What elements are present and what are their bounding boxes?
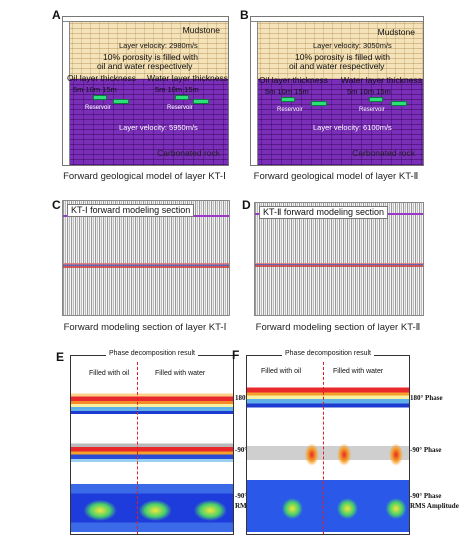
layer-velocity-bottom: Layer velocity: 6100m/s: [313, 123, 392, 132]
carbonate-layer: [63, 79, 228, 165]
oil-water-divider: [323, 362, 324, 534]
panel-letter-d: D: [242, 198, 251, 212]
water-label: Filled with water: [155, 370, 206, 377]
reservoir-label: Reservoir: [85, 105, 111, 111]
porosity-line-2: oil and water respectively: [289, 61, 385, 71]
panel-letter-b: B: [240, 8, 249, 22]
reservoir-label: Reservoir: [167, 105, 193, 111]
depth-ruler: [251, 17, 258, 165]
mudstone-layer: [251, 17, 423, 79]
carbonate-label: Carbonated rock: [157, 148, 220, 158]
caption-d: Forward modeling section of layer KT-Ⅱ: [255, 322, 421, 333]
seismic-section-kt2: KT-Ⅱ forward modeling section: [254, 202, 424, 316]
reservoir-lens: [391, 101, 407, 106]
panel-letter-c: C: [52, 198, 61, 212]
seismic-section-kt1: KT-Ⅰ forward modeling section: [62, 200, 230, 316]
water-thickness-label: Water layer thickness: [341, 75, 422, 85]
geological-model-kt2: Mudstone Layer velocity: 3050m/s 10% por…: [250, 16, 424, 166]
water-thickness-label: Water layer thickness: [147, 73, 228, 83]
distance-ruler: [63, 17, 228, 22]
rms-amplitude-strip: [247, 480, 409, 532]
reservoir-lens: [113, 99, 129, 104]
layer-velocity-top: Layer velocity: 3050m/s: [313, 41, 392, 50]
phase-decomposition-kt1: Phase decomposition result Filled with o…: [70, 350, 234, 535]
phase-180-strip: [247, 382, 409, 422]
rms-amplitude-strip: [71, 484, 233, 532]
reservoir-lens: [311, 101, 327, 106]
oil-thickness-label: Oil layer thickness: [259, 75, 328, 85]
phase-neg90-label: -90° Phase: [410, 446, 442, 454]
phase-neg90-strip: [247, 436, 409, 470]
porosity-line-2: oil and water respectively: [97, 61, 193, 71]
mudstone-layer: [63, 17, 228, 79]
phase-180-strip: [71, 386, 233, 424]
oil-thickness-values: 5m 10m 15m: [265, 87, 309, 96]
geological-model-kt1: Mudstone Layer velocity: 2980m/s 10% por…: [62, 16, 229, 166]
phase-180-label: 180° Phase: [410, 394, 443, 402]
phase-header: Phase decomposition result: [71, 350, 233, 357]
oil-label: Filled with oil: [261, 368, 302, 375]
depth-ruler: [63, 17, 70, 165]
phase-neg90-strip: [71, 438, 233, 468]
caption-a: Forward geological model of layer KT-Ⅰ: [63, 171, 226, 182]
porosity-line-1: 10% porosity is filled with: [103, 52, 198, 62]
panel-letter-f: F: [232, 348, 240, 362]
reservoir-lens: [93, 95, 107, 100]
oil-thickness-label: Oil layer thickness: [67, 73, 136, 83]
water-thickness-values: 5m 10m 15m: [155, 85, 199, 94]
caption-b: Forward geological model of layer KT-Ⅱ: [253, 171, 419, 182]
reservoir-lens: [369, 97, 383, 102]
mudstone-label: Mudstone: [182, 25, 220, 35]
water-thickness-values: 5m 10m 15m: [347, 87, 391, 96]
reservoir-label: Reservoir: [277, 107, 303, 113]
oil-label: Filled with oil: [89, 370, 130, 377]
carbonate-label: Carbonated rock: [352, 148, 415, 158]
phase-header: Phase decomposition result: [247, 350, 409, 357]
layer-velocity-top: Layer velocity: 2980m/s: [119, 41, 198, 50]
oil-water-divider: [137, 362, 138, 534]
distance-ruler: [251, 17, 423, 22]
porosity-line-1: 10% porosity is filled with: [295, 52, 390, 62]
reservoir-reflector: [63, 263, 229, 268]
water-label: Filled with water: [333, 368, 384, 375]
reservoir-lens: [175, 95, 189, 100]
reservoir-label: Reservoir: [359, 107, 385, 113]
oil-thickness-values: 5m 10m 15m: [73, 85, 117, 94]
phase-decomposition-kt2: Phase decomposition result Filled with o…: [246, 350, 410, 535]
section-title: KT-Ⅰ forward modeling section: [67, 204, 195, 217]
mudstone-label: Mudstone: [377, 27, 415, 37]
reservoir-lens: [193, 99, 209, 104]
caption-c: Forward modeling section of layer KT-Ⅰ: [63, 322, 227, 333]
rms-amplitude-label: RMS Amplitude: [410, 502, 459, 510]
reservoir-reflector: [255, 263, 423, 267]
reservoir-lens: [281, 97, 295, 102]
section-title: KT-Ⅱ forward modeling section: [259, 206, 388, 219]
carbonate-layer: [251, 79, 423, 165]
layer-velocity-bottom: Layer velocity: 5950m/s: [119, 123, 198, 132]
phase-neg90-rms-label: -90° Phase: [410, 492, 442, 500]
panel-letter-e: E: [56, 350, 65, 364]
panel-letter-a: A: [52, 8, 61, 22]
